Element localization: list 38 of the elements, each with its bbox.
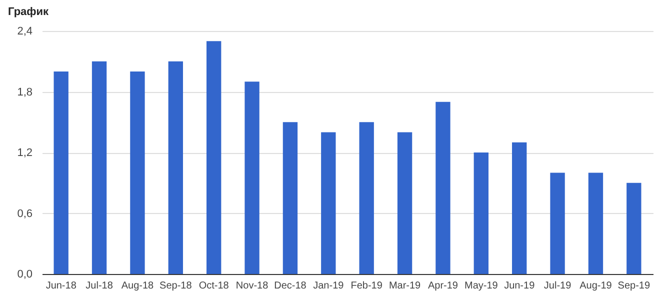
x-tick-label: Sep-19 — [618, 280, 650, 292]
bar — [54, 72, 68, 274]
x-tick-label: Jun-19 — [504, 280, 536, 292]
x-tick-label: Dec-18 — [274, 280, 307, 292]
x-tick-label: Aug-19 — [580, 280, 612, 292]
x-tick-label: Jan-19 — [313, 280, 344, 292]
chart-title: График — [8, 6, 50, 18]
x-tick-label: Jul-18 — [86, 280, 114, 292]
bar — [359, 122, 374, 274]
bar — [282, 122, 298, 274]
bar — [321, 132, 336, 274]
x-tick-label: Sep-18 — [160, 280, 192, 292]
bar — [626, 182, 642, 274]
y-tick-label: 1,2 — [17, 147, 32, 159]
x-tick-label: Mar-19 — [388, 280, 422, 292]
bar — [244, 82, 260, 274]
bar — [588, 172, 604, 274]
y-tick-label: 0,0 — [17, 268, 32, 280]
x-tick-label: Apr-19 — [428, 280, 458, 292]
bar — [168, 61, 183, 274]
x-tick-label: Oct-18 — [198, 280, 230, 292]
bar — [92, 61, 107, 274]
y-tick-label: 1,8 — [17, 86, 32, 98]
bar — [474, 152, 488, 274]
bar — [206, 41, 222, 274]
x-tick-label: Aug-18 — [121, 280, 154, 292]
y-tick-label: 0,6 — [17, 208, 32, 220]
bar — [436, 102, 450, 274]
x-tick-label: Nov-18 — [236, 280, 269, 292]
x-tick-label: May-19 — [464, 280, 498, 292]
bar — [130, 72, 145, 274]
bar — [397, 132, 412, 274]
x-tick-label: Jul-19 — [544, 280, 572, 292]
y-tick-label: 2,4 — [17, 26, 32, 38]
x-tick-label: Jun-18 — [46, 280, 77, 292]
x-tick-label: Feb-19 — [350, 280, 383, 292]
bar — [512, 142, 527, 274]
bar — [550, 172, 565, 274]
